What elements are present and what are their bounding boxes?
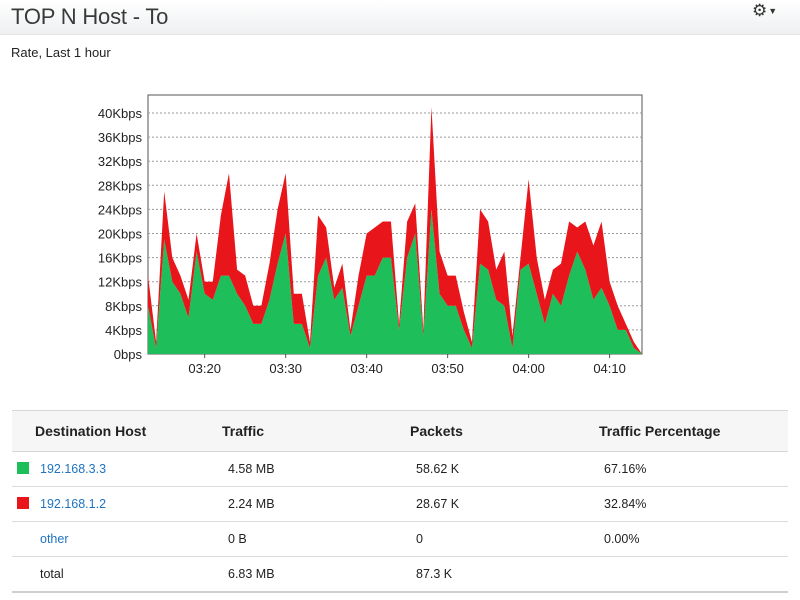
series-area-1 <box>148 209 642 354</box>
x-tick-label: 03:20 <box>188 361 221 376</box>
y-tick-label: 36Kbps <box>98 130 143 145</box>
y-tick-label: 8Kbps <box>105 299 142 314</box>
y-tick-label: 4Kbps <box>105 323 142 338</box>
traffic-value: 0 B <box>228 532 247 546</box>
packets-value: 87.3 K <box>416 567 453 581</box>
host-link[interactable]: 192.168.1.2 <box>40 497 107 511</box>
y-tick-label: 40Kbps <box>98 106 143 121</box>
table-row-total: total 6.83 MB 87.3 K <box>12 557 788 593</box>
table-row: other 0 B 0 0.00% <box>12 522 788 557</box>
traffic-value: 2.24 MB <box>228 497 275 511</box>
x-tick-label: 03:50 <box>431 361 464 376</box>
table-row: 192.168.1.2 2.24 MB 28.67 K 32.84% <box>12 487 788 522</box>
total-label: total <box>40 567 64 581</box>
y-tick-label: 28Kbps <box>98 178 143 193</box>
x-tick-label: 04:10 <box>593 361 626 376</box>
host-link[interactable]: 192.168.3.3 <box>40 462 107 476</box>
percentage-value: 0.00% <box>604 532 640 546</box>
percentage-value: 67.16% <box>604 462 647 476</box>
widget-subtitle: Rate, Last 1 hour <box>11 45 111 60</box>
chart-axes: 0bps 4Kbps 8Kbps 12Kbps 16Kbps 20Kbps 24Kbps 28… <box>98 106 626 376</box>
widget-title: TOP N Host - To <box>11 4 169 29</box>
y-tick-label: 24Kbps <box>98 202 143 217</box>
packets-value: 58.62 K <box>416 462 460 476</box>
host-link[interactable]: other <box>40 532 69 546</box>
table-row: 192.168.3.3 4.58 MB 58.62 K 67.16% <box>12 452 788 487</box>
packets-value: 28.67 K <box>416 497 460 511</box>
column-header-traffic-percentage[interactable]: Traffic Percentage <box>599 423 721 439</box>
column-header-destination-host[interactable]: Destination Host <box>35 423 147 439</box>
traffic-value: 6.83 MB <box>228 567 275 581</box>
series-color-swatch <box>17 497 29 509</box>
table-header-row: Destination Host Traffic Packets Traffic… <box>12 411 788 452</box>
x-tick-label: 03:40 <box>350 361 383 376</box>
settings-menu-button[interactable]: ⚙▼ <box>752 1 778 22</box>
chart-areas <box>148 106 642 354</box>
traffic-area-chart: 0bps 4Kbps 8Kbps 12Kbps 16Kbps 20Kbps 24Kbps 28… <box>98 94 643 376</box>
y-tick-label: 20Kbps <box>98 227 143 242</box>
y-tick-label: 12Kbps <box>98 275 143 290</box>
series-color-swatch <box>17 462 29 474</box>
widget-header: TOP N Host - To ⚙▼ <box>0 0 800 35</box>
y-tick-label: 0bps <box>114 347 143 362</box>
percentage-value: 32.84% <box>604 497 647 511</box>
caret-down-icon: ▼ <box>768 6 778 16</box>
gear-icon: ⚙ <box>752 1 768 20</box>
y-tick-label: 16Kbps <box>98 251 143 266</box>
packets-value: 0 <box>416 532 423 546</box>
y-tick-label: 32Kbps <box>98 154 143 169</box>
column-header-packets[interactable]: Packets <box>410 423 463 439</box>
x-tick-label: 03:30 <box>269 361 302 376</box>
x-tick-label: 04:00 <box>512 361 545 376</box>
top-hosts-table: Destination Host Traffic Packets Traffic… <box>12 410 788 593</box>
column-header-traffic[interactable]: Traffic <box>222 423 265 439</box>
traffic-value: 4.58 MB <box>228 462 275 476</box>
